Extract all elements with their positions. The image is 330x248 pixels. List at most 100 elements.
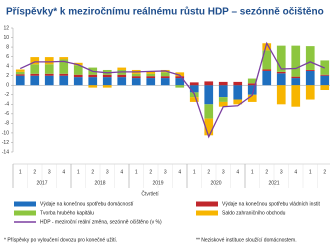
x-tick-label: 4 xyxy=(178,169,181,175)
y-tick-label: -6 xyxy=(5,111,10,117)
bar-segment xyxy=(233,81,243,86)
x-axis-title: Čtvrtletí xyxy=(141,190,159,197)
y-tick-label: 0 xyxy=(6,83,9,89)
bar-segment xyxy=(175,85,185,88)
bar-segment xyxy=(146,73,156,77)
bar-segment xyxy=(117,77,127,86)
bar-segment xyxy=(30,64,40,74)
y-tick-label: 2 xyxy=(6,73,9,79)
x-tick-label: 4 xyxy=(236,169,239,175)
x-tick-label: 2 xyxy=(323,169,326,175)
x-tick-label: 4 xyxy=(120,169,123,175)
bar-segment xyxy=(175,72,185,77)
bar-segment xyxy=(88,85,98,88)
bar-segment xyxy=(44,64,54,74)
bar-segment xyxy=(276,71,286,74)
bar-segment xyxy=(305,85,315,100)
x-tick-label: 2 xyxy=(265,169,268,175)
bar-segment xyxy=(276,73,286,86)
bar-segment xyxy=(320,74,330,76)
bar-segment xyxy=(291,85,301,107)
x-tick-label: 1 xyxy=(19,169,22,175)
y-tick-label: -14 xyxy=(2,149,9,155)
legend-swatch xyxy=(14,210,36,216)
bar-segment xyxy=(218,81,228,86)
bar-segment xyxy=(189,97,199,102)
bar-segment xyxy=(160,78,170,86)
bar-segment xyxy=(30,57,40,65)
bar-segment xyxy=(262,50,272,70)
bar-segment xyxy=(305,69,315,71)
bar-segment xyxy=(102,74,112,78)
bar-segment xyxy=(305,70,315,86)
y-tick-label: 8 xyxy=(6,44,9,50)
bar-segment xyxy=(204,85,214,105)
legend-swatch xyxy=(196,210,218,216)
bar-segment xyxy=(189,85,199,93)
footnote: * Příspěvky po vyloučení dovozu pro kone… xyxy=(4,237,117,243)
bar-segment xyxy=(59,73,69,76)
bar-segment xyxy=(247,83,257,86)
bar-segment xyxy=(73,74,83,78)
legend-swatch xyxy=(14,201,36,207)
chart-title: Příspěvky* k meziročnímu reálnému růstu … xyxy=(6,6,324,18)
bar-segment xyxy=(305,46,315,70)
y-tick-label: -10 xyxy=(2,130,9,136)
bar-segment xyxy=(59,57,69,60)
legend-label: Saldo zahraničního obchodu xyxy=(222,210,286,216)
bar-segment xyxy=(146,76,156,79)
x-tick-label: 2 xyxy=(91,169,94,175)
bar-segment xyxy=(15,71,25,75)
bar-segment xyxy=(262,70,272,86)
y-tick-label: 10 xyxy=(3,35,9,41)
x-group-label: 2019 xyxy=(152,180,163,186)
bar-segment xyxy=(102,85,112,88)
bar-segment xyxy=(117,67,127,70)
bar-segment xyxy=(73,62,83,66)
x-tick-label: 3 xyxy=(222,169,225,175)
bar-segment xyxy=(218,97,228,102)
bar-segment xyxy=(117,74,127,78)
bar-segment xyxy=(59,59,69,74)
bar-segment xyxy=(218,101,228,107)
bar-segment xyxy=(15,74,25,76)
bar-segment xyxy=(73,65,83,75)
bar-segment xyxy=(131,76,141,79)
y-tick-label: -4 xyxy=(5,102,10,108)
x-group-label: 2017 xyxy=(36,180,47,186)
bar-segment xyxy=(44,75,54,86)
bar-segment xyxy=(146,78,156,86)
bar-segment xyxy=(175,78,185,86)
x-group-label: 2021 xyxy=(268,180,279,186)
x-group-label: 2020 xyxy=(210,180,221,186)
bar-segment xyxy=(102,77,112,86)
bar-segment xyxy=(44,73,54,76)
bar-segment xyxy=(88,77,98,86)
bar-segment xyxy=(218,85,228,98)
y-tick-label: -2 xyxy=(5,92,10,98)
bar-segment xyxy=(15,75,25,86)
y-tick-label: -8 xyxy=(5,121,10,127)
bar-segment xyxy=(291,76,301,79)
bar-segment xyxy=(291,45,301,77)
bar-segment xyxy=(88,74,98,78)
bar-segment xyxy=(30,73,40,76)
legend-label: Výdaje na konečnou spotřebu vládních ins… xyxy=(222,201,320,207)
x-tick-label: 3 xyxy=(48,169,51,175)
bar-segment xyxy=(160,72,170,77)
y-tick-label: -12 xyxy=(2,140,9,146)
bar-segment xyxy=(233,99,243,105)
x-tick-label: 1 xyxy=(193,169,196,175)
bar-segment xyxy=(276,45,286,72)
bar-segment xyxy=(59,75,69,86)
x-tick-label: 1 xyxy=(251,169,254,175)
x-tick-label: 3 xyxy=(164,169,167,175)
x-tick-label: 1 xyxy=(309,169,312,175)
bar-segment xyxy=(262,69,272,71)
footnote: ** Neziskové instituce sloužící domácnos… xyxy=(196,237,297,243)
bar-segment xyxy=(320,85,330,90)
x-tick-label: 1 xyxy=(77,169,80,175)
gdp-line xyxy=(19,41,326,139)
bar-segment xyxy=(189,82,199,86)
